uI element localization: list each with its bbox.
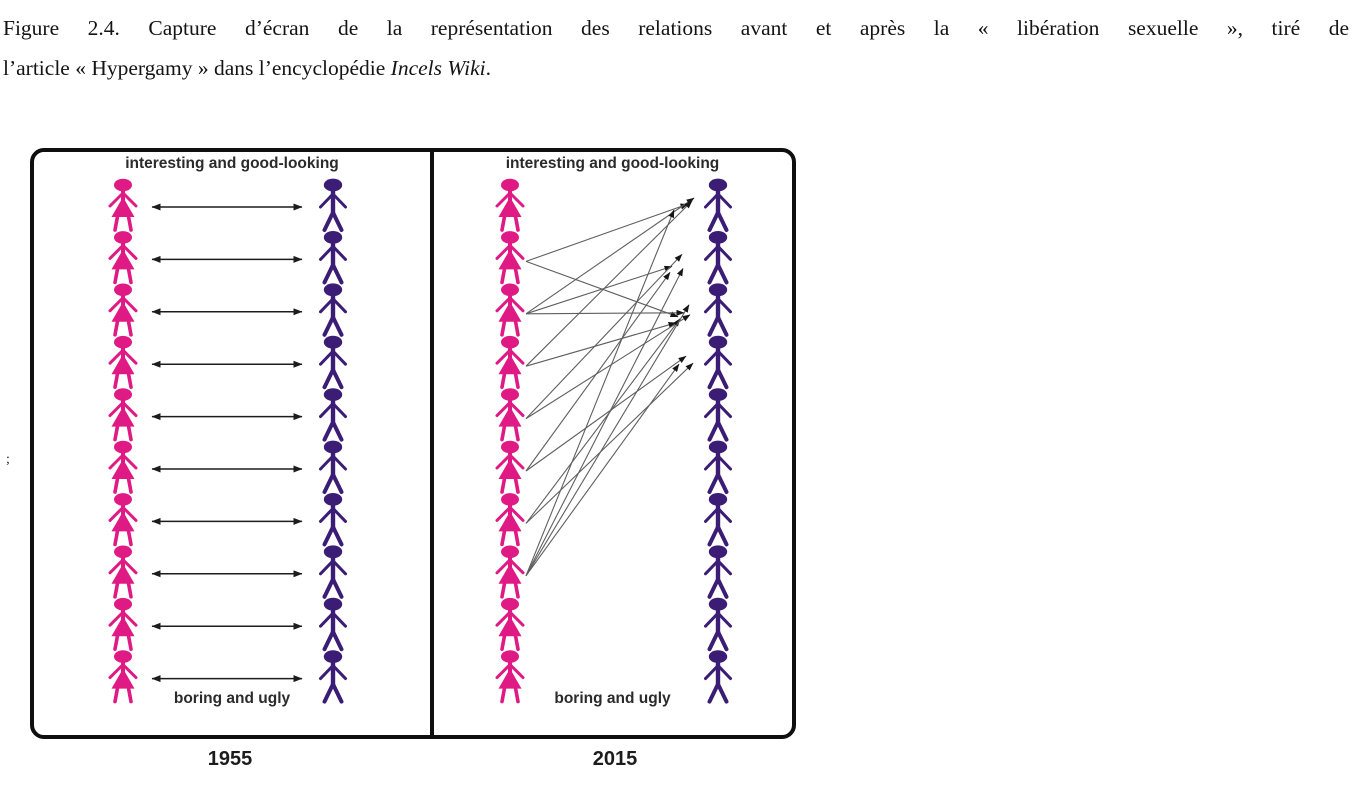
man-figure — [704, 440, 732, 494]
desire-arrow — [525, 318, 681, 524]
woman-figure — [108, 545, 138, 599]
woman-figure — [495, 388, 525, 442]
woman-figure — [495, 493, 525, 547]
desire-arrow — [525, 197, 695, 315]
woman-figure — [108, 283, 138, 337]
stray-margin-mark: ; — [6, 452, 10, 467]
caption-line-1: Figure 2.4. Capture d’écran de la représ… — [3, 16, 1349, 40]
caption-line-2-text: l’article « Hypergamy » dans l’encyclopé… — [3, 56, 391, 80]
man-figure — [319, 597, 347, 652]
desire-arrow — [525, 309, 685, 316]
caption-period: . — [485, 56, 491, 80]
man-figure — [704, 283, 732, 337]
woman-figure — [495, 231, 525, 285]
man-figure — [319, 545, 347, 599]
desire-arrow — [525, 355, 687, 472]
bottom-label-1955: boring and ugly — [173, 690, 291, 707]
woman-figure — [108, 231, 138, 285]
man-figure — [319, 178, 347, 232]
relations-diagram — [108, 178, 732, 704]
woman-figure — [495, 545, 525, 599]
man-figure — [319, 283, 347, 337]
year-label-1955: 1955 — [207, 748, 253, 770]
bottom-label-2015: boring and ugly — [554, 690, 671, 707]
desire-arrow — [525, 304, 690, 577]
man-figure — [704, 650, 732, 704]
woman-figure — [495, 178, 525, 232]
man-figure — [319, 388, 347, 442]
woman-figure — [108, 493, 138, 547]
man-figure — [704, 388, 732, 442]
top-label-2015: interesting and good-looking — [505, 155, 720, 172]
man-figure — [704, 231, 732, 285]
desire-arrow — [525, 267, 684, 577]
man-figure — [704, 178, 732, 232]
man-figure — [319, 335, 347, 390]
woman-figure — [495, 440, 525, 494]
woman-figure — [108, 335, 138, 389]
woman-figure — [495, 335, 525, 389]
panel-divider — [430, 152, 434, 735]
woman-figure — [108, 388, 138, 442]
man-figure — [319, 650, 347, 704]
man-figure — [704, 545, 732, 599]
panel-1955 — [108, 178, 347, 704]
panel-2015 — [495, 178, 732, 704]
desire-arrow — [525, 363, 680, 577]
year-label-2015: 2015 — [592, 748, 638, 770]
desire-arrow — [525, 362, 694, 524]
woman-figure — [108, 650, 138, 704]
caption-italic-title: Incels Wiki — [390, 56, 486, 80]
man-figure — [319, 440, 347, 494]
desire-arrow — [525, 314, 691, 420]
woman-figure — [108, 597, 138, 652]
figure-caption: Figure 2.4. Capture d’écran de la représ… — [3, 8, 1349, 88]
woman-figure — [108, 178, 138, 232]
desire-arrow — [525, 254, 683, 419]
woman-figure — [495, 650, 525, 704]
man-figure — [704, 597, 732, 652]
caption-line-2: l’article « Hypergamy » dans l’encyclopé… — [3, 48, 1349, 88]
desire-arrow — [525, 209, 675, 577]
desire-arrow — [525, 203, 689, 262]
top-label-1955: interesting and good-looking — [125, 155, 339, 172]
desire-arrow — [525, 200, 693, 367]
man-figure — [704, 493, 732, 547]
man-figure — [319, 493, 347, 547]
woman-figure — [495, 597, 525, 652]
desire-arrow — [525, 271, 671, 472]
man-figure — [319, 231, 347, 285]
man-figure — [704, 335, 732, 390]
diagram-frame: interesting and good-looking interesting… — [30, 148, 796, 739]
woman-figure — [108, 440, 138, 494]
woman-figure — [495, 283, 525, 337]
